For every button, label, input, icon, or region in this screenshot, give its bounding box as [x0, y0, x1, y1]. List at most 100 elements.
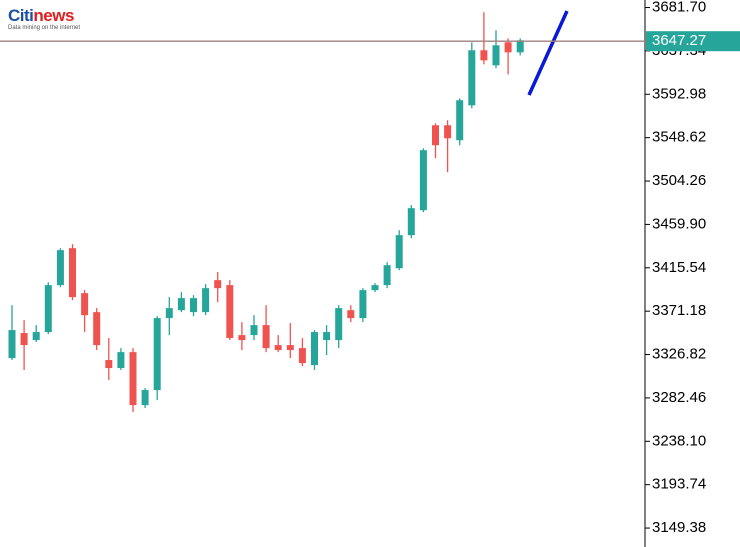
- candle-body: [419, 150, 427, 211]
- candle: [274, 335, 282, 353]
- candle-body: [274, 345, 282, 351]
- candle-body: [117, 352, 125, 369]
- logo: Citinews Data mining on the internet: [8, 6, 80, 31]
- candle: [383, 262, 391, 289]
- candle: [202, 284, 210, 316]
- candle: [323, 325, 331, 356]
- candle: [44, 282, 52, 335]
- candle-body: [456, 100, 464, 141]
- y-tick-label: 3592.98: [652, 85, 706, 102]
- candle-body: [214, 280, 222, 289]
- candle: [8, 305, 16, 361]
- candle: [238, 322, 246, 351]
- candle-body: [20, 333, 28, 346]
- candle-body: [298, 348, 306, 364]
- candle-body: [32, 332, 40, 341]
- y-tick-label: 3193.74: [652, 476, 706, 493]
- y-tick-label: 3149.38: [652, 519, 706, 536]
- price-label: 3647.27: [652, 32, 706, 49]
- candle-body: [480, 50, 488, 61]
- candle: [311, 330, 318, 371]
- candle: [286, 323, 294, 359]
- y-tick-label: 3415.54: [652, 259, 706, 276]
- candle-body: [262, 325, 270, 349]
- logo-name-b: news: [33, 6, 74, 25]
- candle-body: [371, 285, 379, 291]
- candle-body: [44, 285, 52, 333]
- candle: [214, 272, 222, 303]
- candle-body: [56, 250, 64, 286]
- candle-body: [359, 290, 367, 319]
- candle-body: [250, 325, 258, 336]
- candle-body: [93, 312, 101, 346]
- candle-body: [504, 42, 512, 53]
- candle: [456, 98, 464, 146]
- candle: [190, 295, 197, 317]
- candle-body: [286, 345, 294, 351]
- candle-body: [432, 125, 439, 146]
- candle-body: [238, 335, 246, 341]
- y-tick-label: 3326.82: [652, 346, 706, 363]
- candle-body: [335, 308, 343, 341]
- candle: [468, 42, 476, 109]
- logo-name-a: Citi: [8, 6, 34, 25]
- logo-name: Citinews: [8, 6, 80, 26]
- candle-body: [444, 125, 452, 139]
- candle: [56, 248, 64, 288]
- candle: [250, 315, 258, 341]
- candle-body: [129, 352, 137, 406]
- candle-body: [105, 360, 113, 369]
- price-label-bg: [646, 31, 740, 52]
- candle: [371, 283, 379, 293]
- candle: [444, 120, 452, 173]
- candle-body: [8, 330, 16, 359]
- candle-body: [69, 248, 76, 298]
- candle-body: [468, 50, 476, 106]
- candle: [153, 316, 161, 401]
- y-tick-label: 3504.26: [652, 172, 706, 189]
- candle-body: [165, 308, 173, 319]
- candle: [105, 338, 113, 381]
- candle: [432, 123, 439, 159]
- candle: [226, 280, 234, 341]
- candle-body: [407, 208, 415, 236]
- y-tick-label: 3459.90: [652, 215, 706, 232]
- candle: [262, 305, 270, 353]
- candle-body: [383, 265, 391, 286]
- y-tick-label: 3548.62: [652, 129, 706, 146]
- candle: [81, 290, 89, 333]
- candle-body: [311, 332, 318, 366]
- candle-body: [81, 293, 89, 316]
- candle-body: [492, 45, 500, 66]
- y-tick-label: 3371.18: [652, 302, 706, 319]
- candle: [480, 12, 488, 65]
- candle: [93, 308, 101, 351]
- candle: [165, 297, 173, 336]
- candle: [69, 244, 76, 301]
- trend-drawing: [527, 10, 569, 96]
- candle: [20, 320, 28, 371]
- candle-body: [395, 235, 403, 269]
- candle-body: [141, 390, 149, 406]
- candle: [141, 388, 149, 409]
- y-tick-label: 3238.10: [652, 432, 706, 449]
- candle: [492, 30, 500, 69]
- candle: [32, 325, 40, 343]
- candle: [419, 148, 427, 213]
- y-tick-label: 3282.46: [652, 389, 706, 406]
- candle: [117, 348, 125, 371]
- candle: [298, 338, 306, 367]
- candle: [347, 305, 355, 323]
- candle: [177, 292, 185, 313]
- candle-body: [153, 318, 161, 391]
- y-tick-label: 3681.70: [652, 0, 706, 15]
- candle-body: [202, 288, 210, 313]
- candle-body: [226, 285, 234, 339]
- candle: [335, 305, 343, 349]
- candle: [129, 348, 137, 413]
- candle-body: [323, 332, 331, 341]
- candle-body: [516, 40, 524, 53]
